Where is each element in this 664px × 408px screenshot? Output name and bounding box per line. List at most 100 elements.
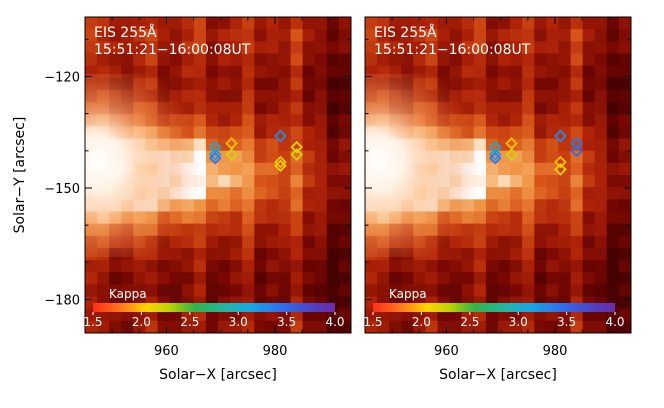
- kappa-marker: [290, 148, 303, 161]
- map-pixel: [254, 114, 267, 127]
- map-pixel: [389, 260, 402, 273]
- map-pixel: [278, 272, 292, 285]
- map-pixel: [302, 235, 316, 249]
- map-pixel: [546, 114, 560, 127]
- map-pixel: [546, 162, 560, 176]
- map-pixel: [266, 41, 280, 55]
- colorbar-tick-label: 3.0: [229, 315, 248, 329]
- map-pixel: [109, 260, 122, 273]
- colorbar-tick-label: 2.0: [132, 315, 151, 329]
- map-pixel: [389, 284, 402, 298]
- map-pixel: [145, 17, 159, 30]
- map-pixel: [594, 223, 608, 237]
- map-pixel: [278, 260, 292, 273]
- map-pixel: [278, 77, 292, 91]
- map-pixel: [606, 235, 620, 249]
- map-pixel: [254, 187, 267, 200]
- map-pixel: [570, 320, 584, 333]
- map-pixel: [449, 53, 463, 67]
- map-pixel: [254, 320, 267, 333]
- map-pixel: [546, 284, 560, 298]
- map-pixel: [534, 260, 547, 273]
- map-pixel: [97, 272, 110, 285]
- map-pixel: [594, 89, 608, 103]
- map-pixel: [594, 41, 608, 55]
- map-pixel: [314, 41, 328, 55]
- map-pixel: [326, 29, 340, 42]
- map-pixel: [230, 320, 243, 333]
- map-pixel: [145, 41, 159, 55]
- map-pixel: [413, 272, 427, 285]
- map-pixel: [594, 65, 608, 79]
- colorbar-label: Kappa: [109, 287, 147, 301]
- map-pixel: [582, 247, 596, 261]
- panel-subtitle: 15:51:21−16:00:08UT: [374, 42, 531, 58]
- map-pixel: [85, 260, 98, 273]
- map-pixel: [97, 260, 110, 273]
- colorbar-tick-label: 1.5: [83, 315, 102, 329]
- map-pixel: [254, 126, 267, 140]
- map-pixel: [510, 284, 523, 298]
- colorbar-label: Kappa: [389, 287, 427, 301]
- map-pixel: [461, 29, 475, 42]
- map-pixel: [570, 17, 584, 30]
- map-pixel: [242, 17, 255, 30]
- map-pixel: [338, 187, 351, 200]
- colorbar-tick-label: 2.5: [180, 315, 199, 329]
- map-pixel: [290, 17, 304, 30]
- x-tick-label: 960: [154, 344, 179, 359]
- map-pixel: [266, 65, 280, 79]
- plot-frame: [84, 16, 352, 334]
- kappa-marker: [489, 148, 502, 161]
- map-pixel: [558, 102, 572, 115]
- map-pixel: [193, 272, 207, 285]
- map-pixel: [338, 17, 351, 30]
- map-pixel: [109, 53, 122, 67]
- map-pixel: [254, 175, 267, 188]
- map-pixel: [618, 53, 631, 67]
- map-pixel: [85, 17, 98, 30]
- map-pixel: [558, 77, 572, 91]
- map-pixel: [606, 187, 620, 200]
- map-pixel: [618, 126, 631, 140]
- map-pixel: [97, 53, 110, 67]
- map-pixel: [326, 65, 340, 79]
- map-pixel: [266, 53, 280, 67]
- map-pixel: [618, 296, 631, 310]
- map-pixel: [302, 138, 316, 152]
- map-pixel: [606, 41, 620, 55]
- map-pixel: [498, 53, 511, 67]
- map-pixel: [302, 175, 316, 188]
- map-pixel: [193, 41, 207, 55]
- map-pixel: [570, 65, 584, 79]
- map-pixel: [606, 29, 620, 42]
- map-pixel: [157, 53, 171, 67]
- map-pixel: [618, 41, 631, 55]
- map-pixel: [326, 102, 340, 115]
- map-pixel: [290, 247, 304, 261]
- map-pixel: [534, 175, 547, 188]
- map-pixel: [570, 41, 584, 55]
- map-pixel: [582, 260, 596, 273]
- map-pixel: [266, 247, 280, 261]
- map-pixel: [278, 223, 292, 237]
- map-pixel: [314, 65, 328, 79]
- map-pixel: [338, 126, 351, 140]
- map-pixel: [522, 284, 535, 298]
- map-pixel: [169, 320, 183, 333]
- map-pixel: [290, 29, 304, 42]
- map-pixel: [473, 320, 487, 333]
- map-pixel: [413, 53, 427, 67]
- map-pixel: [449, 41, 463, 55]
- map-pixel: [485, 17, 499, 30]
- map-pixel: [558, 247, 572, 261]
- map-pixel: [338, 53, 351, 67]
- map-pixel: [606, 77, 620, 91]
- map-pixel: [449, 320, 463, 333]
- map-pixel: [558, 260, 572, 273]
- map-pixel: [302, 162, 316, 176]
- map-pixel: [326, 53, 340, 67]
- map-pixel: [338, 260, 351, 273]
- map-pixel: [582, 175, 596, 188]
- map-pixel: [109, 320, 122, 333]
